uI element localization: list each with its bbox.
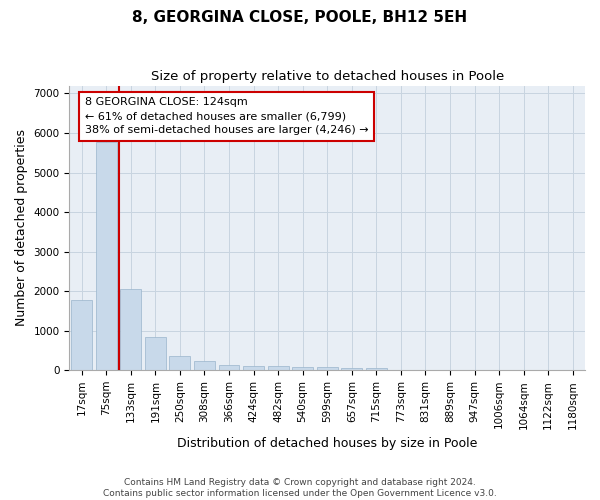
Bar <box>243 366 264 370</box>
Bar <box>292 367 313 370</box>
Bar <box>169 356 190 370</box>
Bar <box>366 368 387 370</box>
Bar <box>71 300 92 370</box>
Bar <box>218 365 239 370</box>
Bar <box>268 366 289 370</box>
Bar <box>145 338 166 370</box>
Text: 8 GEORGINA CLOSE: 124sqm
← 61% of detached houses are smaller (6,799)
38% of sem: 8 GEORGINA CLOSE: 124sqm ← 61% of detach… <box>85 98 368 136</box>
Y-axis label: Number of detached properties: Number of detached properties <box>15 130 28 326</box>
Bar <box>317 368 338 370</box>
X-axis label: Distribution of detached houses by size in Poole: Distribution of detached houses by size … <box>177 437 478 450</box>
Bar <box>121 289 141 370</box>
Text: 8, GEORGINA CLOSE, POOLE, BH12 5EH: 8, GEORGINA CLOSE, POOLE, BH12 5EH <box>133 10 467 25</box>
Text: Contains HM Land Registry data © Crown copyright and database right 2024.
Contai: Contains HM Land Registry data © Crown c… <box>103 478 497 498</box>
Bar <box>96 142 116 370</box>
Bar <box>194 362 215 370</box>
Title: Size of property relative to detached houses in Poole: Size of property relative to detached ho… <box>151 70 504 83</box>
Bar <box>341 368 362 370</box>
